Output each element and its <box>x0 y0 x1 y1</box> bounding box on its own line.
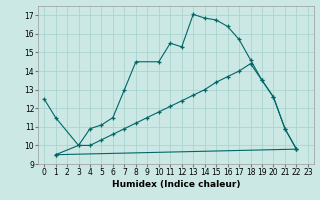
X-axis label: Humidex (Indice chaleur): Humidex (Indice chaleur) <box>112 180 240 189</box>
